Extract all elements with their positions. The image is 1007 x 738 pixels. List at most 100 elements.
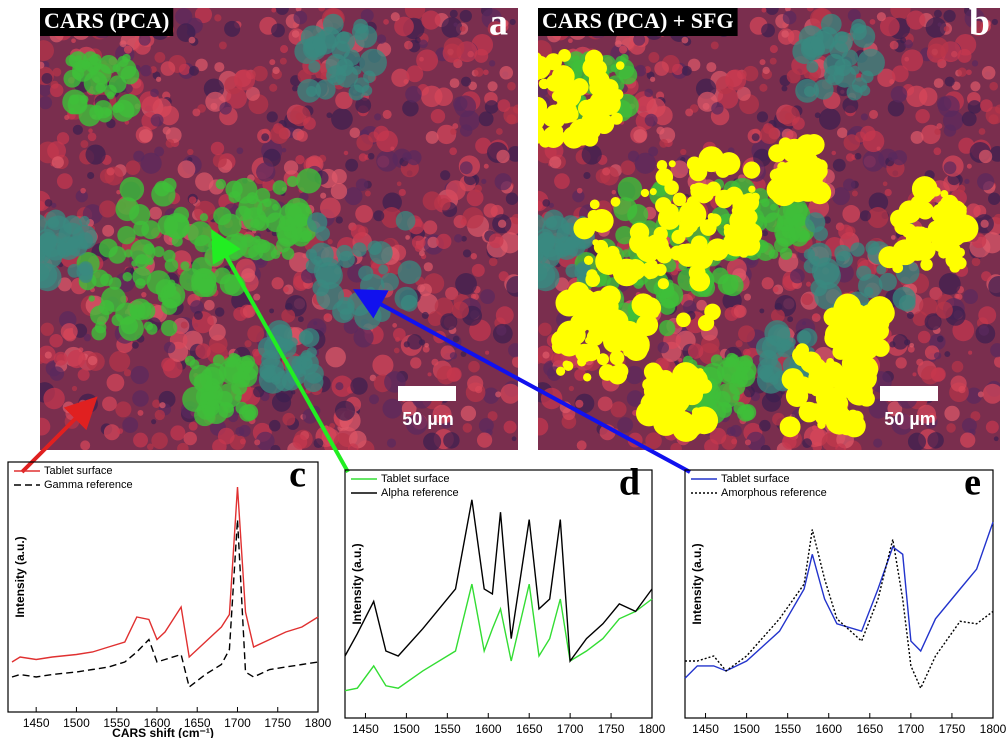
texture bbox=[507, 82, 516, 91]
texture bbox=[219, 102, 231, 114]
texture bbox=[943, 10, 955, 22]
texture bbox=[397, 181, 402, 186]
texture bbox=[933, 147, 941, 155]
texture bbox=[879, 273, 897, 291]
texture bbox=[639, 297, 661, 319]
texture bbox=[336, 216, 343, 223]
texture bbox=[954, 257, 966, 269]
texture bbox=[736, 340, 743, 347]
texture bbox=[498, 220, 506, 228]
texture bbox=[438, 198, 450, 210]
texture bbox=[590, 199, 600, 209]
texture bbox=[417, 284, 425, 292]
texture bbox=[931, 368, 945, 382]
texture bbox=[394, 348, 400, 354]
texture bbox=[296, 168, 321, 193]
texture bbox=[676, 312, 691, 327]
texture bbox=[926, 17, 947, 38]
texture bbox=[483, 203, 497, 217]
texture bbox=[603, 83, 618, 98]
texture bbox=[52, 156, 64, 168]
texture bbox=[937, 336, 944, 343]
texture bbox=[819, 108, 841, 130]
texture bbox=[692, 380, 702, 390]
texture bbox=[571, 78, 589, 96]
texture bbox=[369, 241, 392, 264]
texture bbox=[534, 355, 543, 364]
x-tick-label: 1450 bbox=[352, 722, 379, 736]
texture bbox=[656, 247, 672, 263]
texture bbox=[578, 121, 587, 130]
texture bbox=[64, 115, 69, 120]
texture bbox=[42, 73, 53, 84]
texture bbox=[423, 433, 441, 451]
texture bbox=[215, 307, 225, 317]
legend-label: Alpha reference bbox=[381, 487, 459, 499]
texture bbox=[132, 342, 139, 349]
texture bbox=[422, 312, 429, 319]
texture bbox=[326, 112, 332, 118]
texture bbox=[672, 414, 700, 442]
texture bbox=[295, 155, 304, 164]
texture bbox=[320, 193, 326, 199]
texture bbox=[978, 306, 996, 324]
texture bbox=[612, 336, 622, 346]
texture bbox=[245, 340, 252, 347]
texture bbox=[506, 276, 527, 297]
texture bbox=[738, 325, 755, 342]
texture bbox=[946, 423, 956, 433]
texture bbox=[814, 262, 841, 289]
texture bbox=[802, 438, 812, 448]
texture bbox=[656, 127, 664, 135]
texture bbox=[496, 325, 506, 335]
texture bbox=[816, 386, 840, 410]
texture bbox=[787, 69, 801, 83]
spectrum-line bbox=[685, 522, 993, 678]
texture bbox=[404, 341, 410, 347]
texture bbox=[833, 159, 846, 172]
texture bbox=[460, 10, 472, 22]
texture bbox=[826, 358, 834, 366]
texture bbox=[383, 110, 392, 119]
texture bbox=[611, 401, 627, 417]
texture bbox=[945, 242, 960, 257]
texture bbox=[102, 396, 117, 411]
texture bbox=[870, 19, 876, 25]
texture bbox=[970, 81, 980, 91]
texture bbox=[450, 352, 457, 359]
texture bbox=[467, 189, 484, 206]
texture bbox=[99, 200, 116, 217]
texture bbox=[363, 71, 376, 84]
texture bbox=[151, 182, 175, 206]
texture bbox=[760, 59, 766, 65]
texture bbox=[644, 89, 653, 98]
texture bbox=[91, 269, 109, 287]
texture bbox=[711, 41, 719, 49]
texture bbox=[900, 37, 906, 43]
texture bbox=[787, 316, 793, 322]
texture bbox=[762, 8, 767, 13]
legend-label: Tablet surface bbox=[381, 473, 449, 485]
texture bbox=[712, 245, 721, 254]
texture bbox=[213, 154, 227, 168]
texture bbox=[530, 418, 548, 436]
texture bbox=[332, 169, 347, 184]
texture bbox=[211, 142, 224, 155]
texture bbox=[856, 266, 871, 281]
texture bbox=[88, 128, 93, 133]
texture bbox=[269, 420, 281, 432]
texture bbox=[269, 308, 274, 313]
texture bbox=[577, 440, 587, 450]
texture bbox=[453, 336, 460, 343]
texture bbox=[783, 11, 797, 25]
texture bbox=[981, 271, 991, 281]
scale-bar-label: 50 µm bbox=[402, 409, 453, 429]
texture bbox=[293, 435, 308, 450]
texture bbox=[161, 61, 176, 76]
plot-frame bbox=[345, 470, 652, 718]
texture bbox=[463, 249, 471, 257]
texture bbox=[657, 160, 668, 171]
texture bbox=[659, 139, 668, 148]
texture bbox=[89, 295, 95, 301]
texture bbox=[656, 168, 674, 186]
